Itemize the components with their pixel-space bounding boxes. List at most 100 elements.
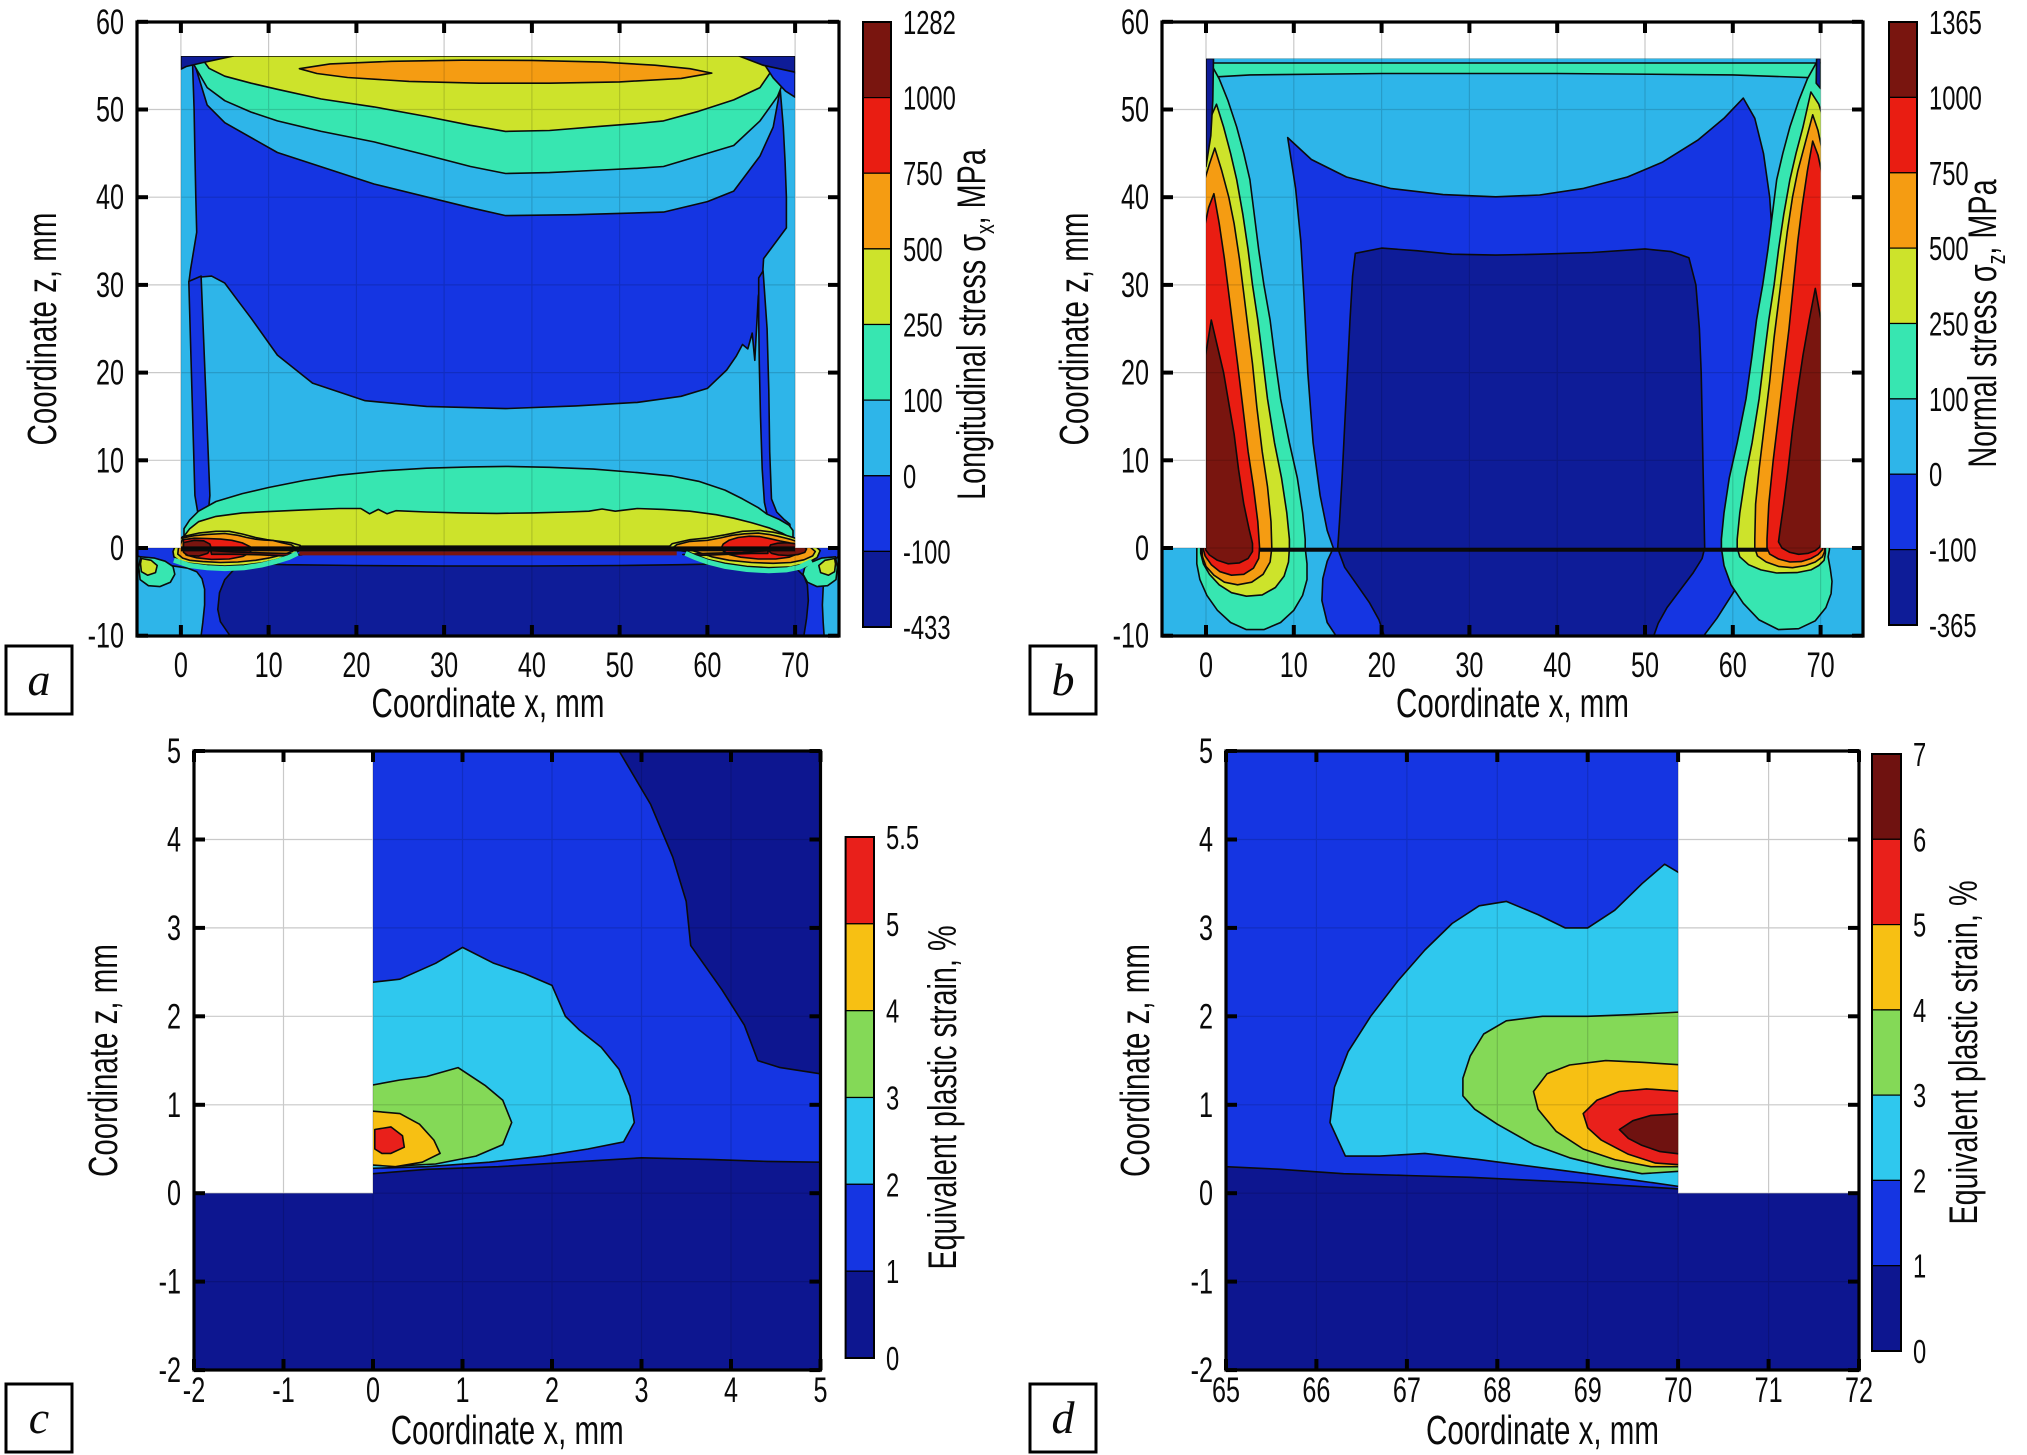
svg-text:-2: -2 <box>183 1371 205 1410</box>
svg-text:-365: -365 <box>1929 608 1977 645</box>
svg-text:40: 40 <box>96 178 124 217</box>
svg-text:5: 5 <box>1199 732 1213 771</box>
svg-text:10: 10 <box>1280 646 1308 685</box>
svg-text:1000: 1000 <box>903 81 956 118</box>
svg-text:4: 4 <box>886 994 899 1031</box>
svg-text:0: 0 <box>366 1371 380 1410</box>
svg-text:40: 40 <box>518 646 546 685</box>
svg-text:-1: -1 <box>1191 1263 1213 1302</box>
svg-text:Coordinate z, mm: Coordinate z, mm <box>1051 213 1097 446</box>
svg-text:1: 1 <box>1913 1249 1926 1286</box>
svg-text:4: 4 <box>724 1371 738 1410</box>
svg-text:7: 7 <box>1913 737 1926 774</box>
svg-text:3: 3 <box>167 909 181 948</box>
svg-text:-100: -100 <box>903 535 951 572</box>
svg-text:0: 0 <box>167 1174 181 1213</box>
svg-text:c: c <box>29 1392 49 1443</box>
svg-text:1: 1 <box>1199 1086 1213 1125</box>
svg-text:Longitudinal stress σx, MPa: Longitudinal stress σx, MPa <box>949 149 999 500</box>
svg-text:0: 0 <box>174 646 188 685</box>
svg-text:30: 30 <box>1455 646 1483 685</box>
svg-text:500: 500 <box>1929 231 1969 268</box>
svg-text:3: 3 <box>634 1371 648 1410</box>
svg-text:1: 1 <box>886 1255 899 1292</box>
svg-text:10: 10 <box>1121 441 1149 480</box>
svg-text:1000: 1000 <box>1929 81 1982 118</box>
svg-text:Coordinate z, mm: Coordinate z, mm <box>80 944 126 1177</box>
svg-text:60: 60 <box>693 646 721 685</box>
svg-text:0: 0 <box>886 1341 899 1378</box>
svg-text:30: 30 <box>430 646 458 685</box>
svg-text:-1: -1 <box>272 1371 294 1410</box>
svg-text:750: 750 <box>903 157 943 194</box>
svg-text:-2: -2 <box>1191 1351 1213 1390</box>
svg-text:0: 0 <box>1913 1334 1926 1371</box>
svg-text:65: 65 <box>1212 1371 1240 1410</box>
svg-text:6: 6 <box>1913 823 1926 860</box>
svg-text:3: 3 <box>1913 1078 1926 1115</box>
svg-text:1282: 1282 <box>903 5 956 42</box>
svg-text:750: 750 <box>1929 156 1969 193</box>
svg-text:70: 70 <box>781 646 809 685</box>
svg-text:4: 4 <box>167 821 181 860</box>
svg-text:2: 2 <box>1199 997 1213 1036</box>
svg-text:20: 20 <box>1121 354 1149 393</box>
svg-text:71: 71 <box>1755 1371 1783 1410</box>
svg-text:1365: 1365 <box>1929 5 1982 42</box>
svg-text:20: 20 <box>96 354 124 393</box>
svg-text:5: 5 <box>886 907 899 944</box>
svg-text:50: 50 <box>1121 91 1149 130</box>
svg-text:0: 0 <box>1199 646 1213 685</box>
svg-text:60: 60 <box>1121 3 1149 42</box>
svg-text:0: 0 <box>903 459 916 496</box>
svg-text:-10: -10 <box>1113 617 1149 656</box>
svg-text:100: 100 <box>1929 382 1969 419</box>
svg-text:100: 100 <box>903 383 943 420</box>
svg-text:3: 3 <box>1199 909 1213 948</box>
svg-text:0: 0 <box>1199 1174 1213 1213</box>
svg-text:d: d <box>1052 1392 1076 1443</box>
svg-text:Coordinate x, mm: Coordinate x, mm <box>391 1407 624 1453</box>
svg-text:1: 1 <box>167 1086 181 1125</box>
svg-text:Coordinate x, mm: Coordinate x, mm <box>1426 1407 1659 1453</box>
svg-text:1: 1 <box>455 1371 469 1410</box>
svg-text:Equivalent plastic strain, %: Equivalent plastic strain, % <box>1941 880 1986 1224</box>
svg-text:500: 500 <box>903 232 943 269</box>
svg-text:4: 4 <box>1913 993 1926 1030</box>
svg-text:40: 40 <box>1121 178 1149 217</box>
svg-text:-100: -100 <box>1929 533 1977 570</box>
svg-text:50: 50 <box>606 646 634 685</box>
svg-text:69: 69 <box>1574 1371 1602 1410</box>
svg-text:60: 60 <box>96 3 124 42</box>
svg-text:67: 67 <box>1393 1371 1421 1410</box>
svg-text:250: 250 <box>1929 307 1969 344</box>
svg-text:5.5: 5.5 <box>886 820 919 857</box>
svg-text:20: 20 <box>342 646 370 685</box>
svg-text:0: 0 <box>110 529 124 568</box>
svg-text:66: 66 <box>1302 1371 1330 1410</box>
svg-text:40: 40 <box>1543 646 1571 685</box>
svg-text:10: 10 <box>255 646 283 685</box>
svg-text:b: b <box>1052 654 1075 705</box>
svg-text:5: 5 <box>813 1371 827 1410</box>
svg-text:2: 2 <box>1913 1164 1926 1201</box>
svg-text:10: 10 <box>96 441 124 480</box>
svg-text:20: 20 <box>1368 646 1396 685</box>
svg-text:4: 4 <box>1199 821 1213 860</box>
svg-text:30: 30 <box>1121 266 1149 305</box>
svg-text:0: 0 <box>1929 458 1942 495</box>
svg-text:Equivalent plastic strain, %: Equivalent plastic strain, % <box>920 925 965 1269</box>
svg-text:72: 72 <box>1845 1371 1873 1410</box>
svg-text:2: 2 <box>545 1371 559 1410</box>
svg-text:2: 2 <box>886 1168 899 1205</box>
svg-text:70: 70 <box>1664 1371 1692 1410</box>
svg-text:-1: -1 <box>159 1263 181 1302</box>
svg-text:-10: -10 <box>88 617 124 656</box>
svg-text:Coordinate z, mm: Coordinate z, mm <box>1112 944 1158 1177</box>
svg-text:70: 70 <box>1807 646 1835 685</box>
svg-text:250: 250 <box>903 308 943 345</box>
svg-text:2: 2 <box>167 997 181 1036</box>
svg-text:0: 0 <box>1135 529 1149 568</box>
svg-text:68: 68 <box>1483 1371 1511 1410</box>
svg-text:60: 60 <box>1719 646 1747 685</box>
